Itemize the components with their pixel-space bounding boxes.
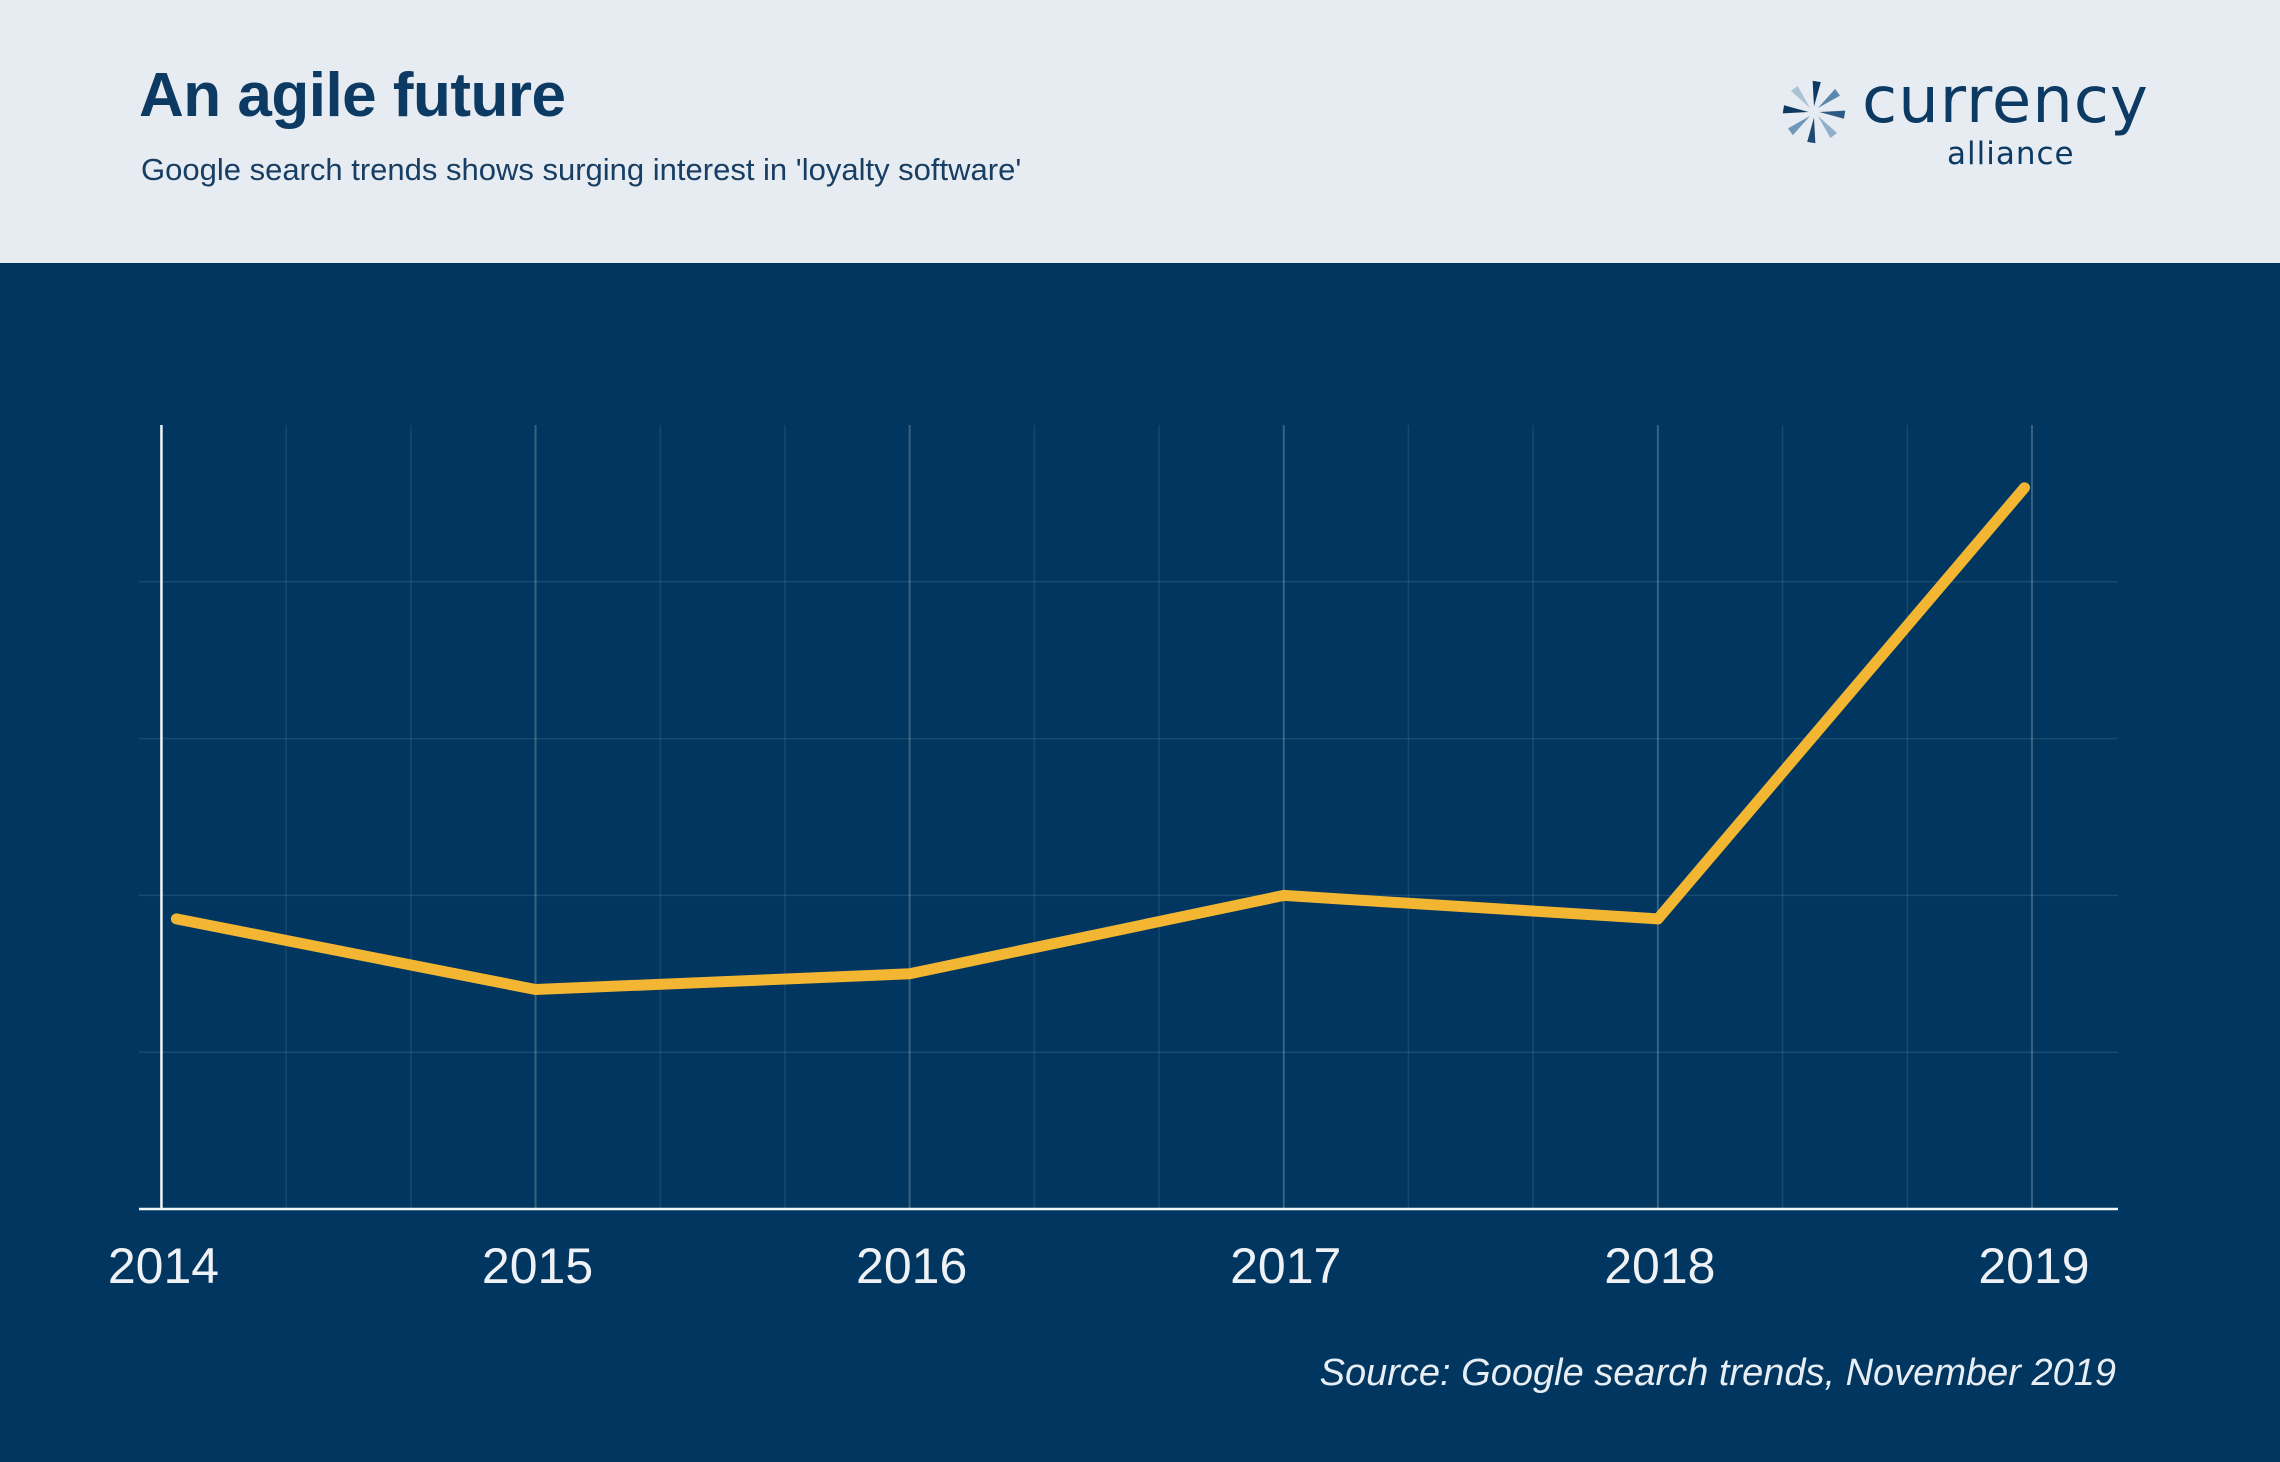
logo-petal <box>1819 110 1846 119</box>
series-line <box>170 482 2030 995</box>
currency-alliance-logo: currency alliance <box>1780 64 2160 180</box>
logo-petal <box>1817 88 1840 109</box>
x-tick-label: 2016 <box>856 1238 967 1294</box>
x-tick-labels: 2014 2015 2016 2017 2018 2019 <box>108 1238 2090 1294</box>
horizontal-gridlines <box>139 581 2118 1053</box>
x-tick-label: 2017 <box>1230 1238 1341 1294</box>
logo-petal <box>1782 105 1809 114</box>
series-group <box>170 482 2030 995</box>
line-chart: 2014 2015 2016 2017 2018 2019 <box>108 425 2118 1294</box>
major-gridlines <box>534 425 2033 1209</box>
minor-gridlines <box>285 425 1909 1209</box>
logo-petal <box>1812 80 1821 107</box>
star-burst-icon <box>1782 80 1846 144</box>
source-note: Source: Google search trends, November 2… <box>1319 1352 2116 1394</box>
logo-subtext: alliance <box>1947 136 2075 172</box>
logo-petal <box>1807 117 1816 144</box>
x-tick-label: 2015 <box>482 1238 593 1294</box>
header-band: An agile future Google search trends sho… <box>0 0 2280 263</box>
logo-petal <box>1788 115 1811 136</box>
axes <box>139 425 2118 1211</box>
chart-subtitle: Google search trends shows surging inter… <box>141 152 1022 187</box>
x-tick-label: 2014 <box>108 1238 219 1294</box>
x-tick-label: 2018 <box>1604 1238 1715 1294</box>
logo-petal <box>1790 86 1811 109</box>
chart-title: An agile future <box>139 61 566 130</box>
logo-petal <box>1817 115 1838 138</box>
x-tick-label: 2019 <box>1978 1238 2089 1294</box>
logo-wordmark: currency <box>1862 64 2149 138</box>
